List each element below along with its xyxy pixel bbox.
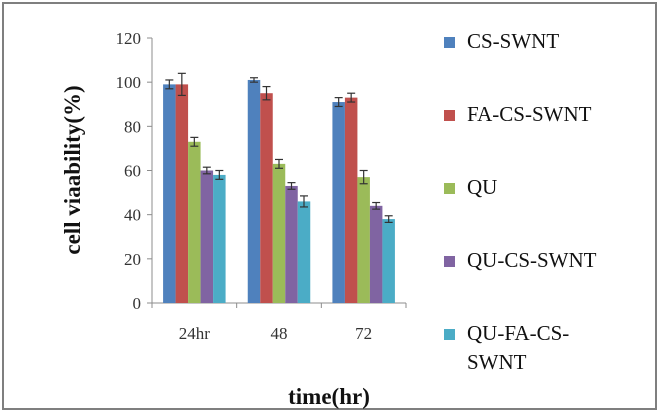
x-tick-label: 24hr: [179, 324, 211, 343]
legend-swatch: [444, 183, 455, 194]
legend-label: QU-CS-SWNT: [467, 248, 597, 272]
y-tick-label: 60: [124, 162, 141, 181]
legend-swatch: [444, 256, 455, 267]
x-axis-title: time(hr): [288, 384, 370, 409]
bar: [332, 102, 345, 304]
bar: [247, 79, 261, 303]
y-tick-label: 120: [116, 29, 142, 48]
bar: [175, 84, 189, 303]
chart-frame: [2, 2, 657, 410]
bar: [382, 219, 395, 303]
bar: [163, 84, 176, 303]
legend-label: SWNT: [467, 350, 527, 374]
legend-swatch: [444, 329, 455, 340]
x-tick-label: 72: [355, 324, 372, 343]
bar: [272, 163, 286, 303]
legend-label: QU: [467, 175, 497, 199]
y-tick-label: 80: [124, 117, 141, 136]
legend-label: QU-FA-CS-: [467, 321, 569, 345]
y-tick-label: 40: [124, 206, 141, 225]
legend-label: FA-CS-SWNT: [467, 102, 592, 126]
legend-swatch: [444, 110, 455, 121]
bar: [297, 201, 311, 303]
bar: [344, 97, 358, 303]
bar: [188, 141, 201, 303]
y-axis-title: cell viaability(%): [60, 85, 85, 254]
bar: [357, 177, 370, 303]
legend-swatch: [444, 37, 455, 48]
x-tick-label: 48: [271, 324, 288, 343]
y-tick-label: 0: [133, 294, 142, 313]
legend-label: CS-SWNT: [467, 29, 559, 53]
bar: [260, 93, 273, 303]
y-tick-label: 20: [124, 250, 141, 269]
bar: [369, 205, 383, 303]
bar: [213, 174, 226, 303]
y-tick-label: 100: [116, 73, 142, 92]
bar: [200, 170, 214, 303]
bar: [285, 185, 298, 303]
